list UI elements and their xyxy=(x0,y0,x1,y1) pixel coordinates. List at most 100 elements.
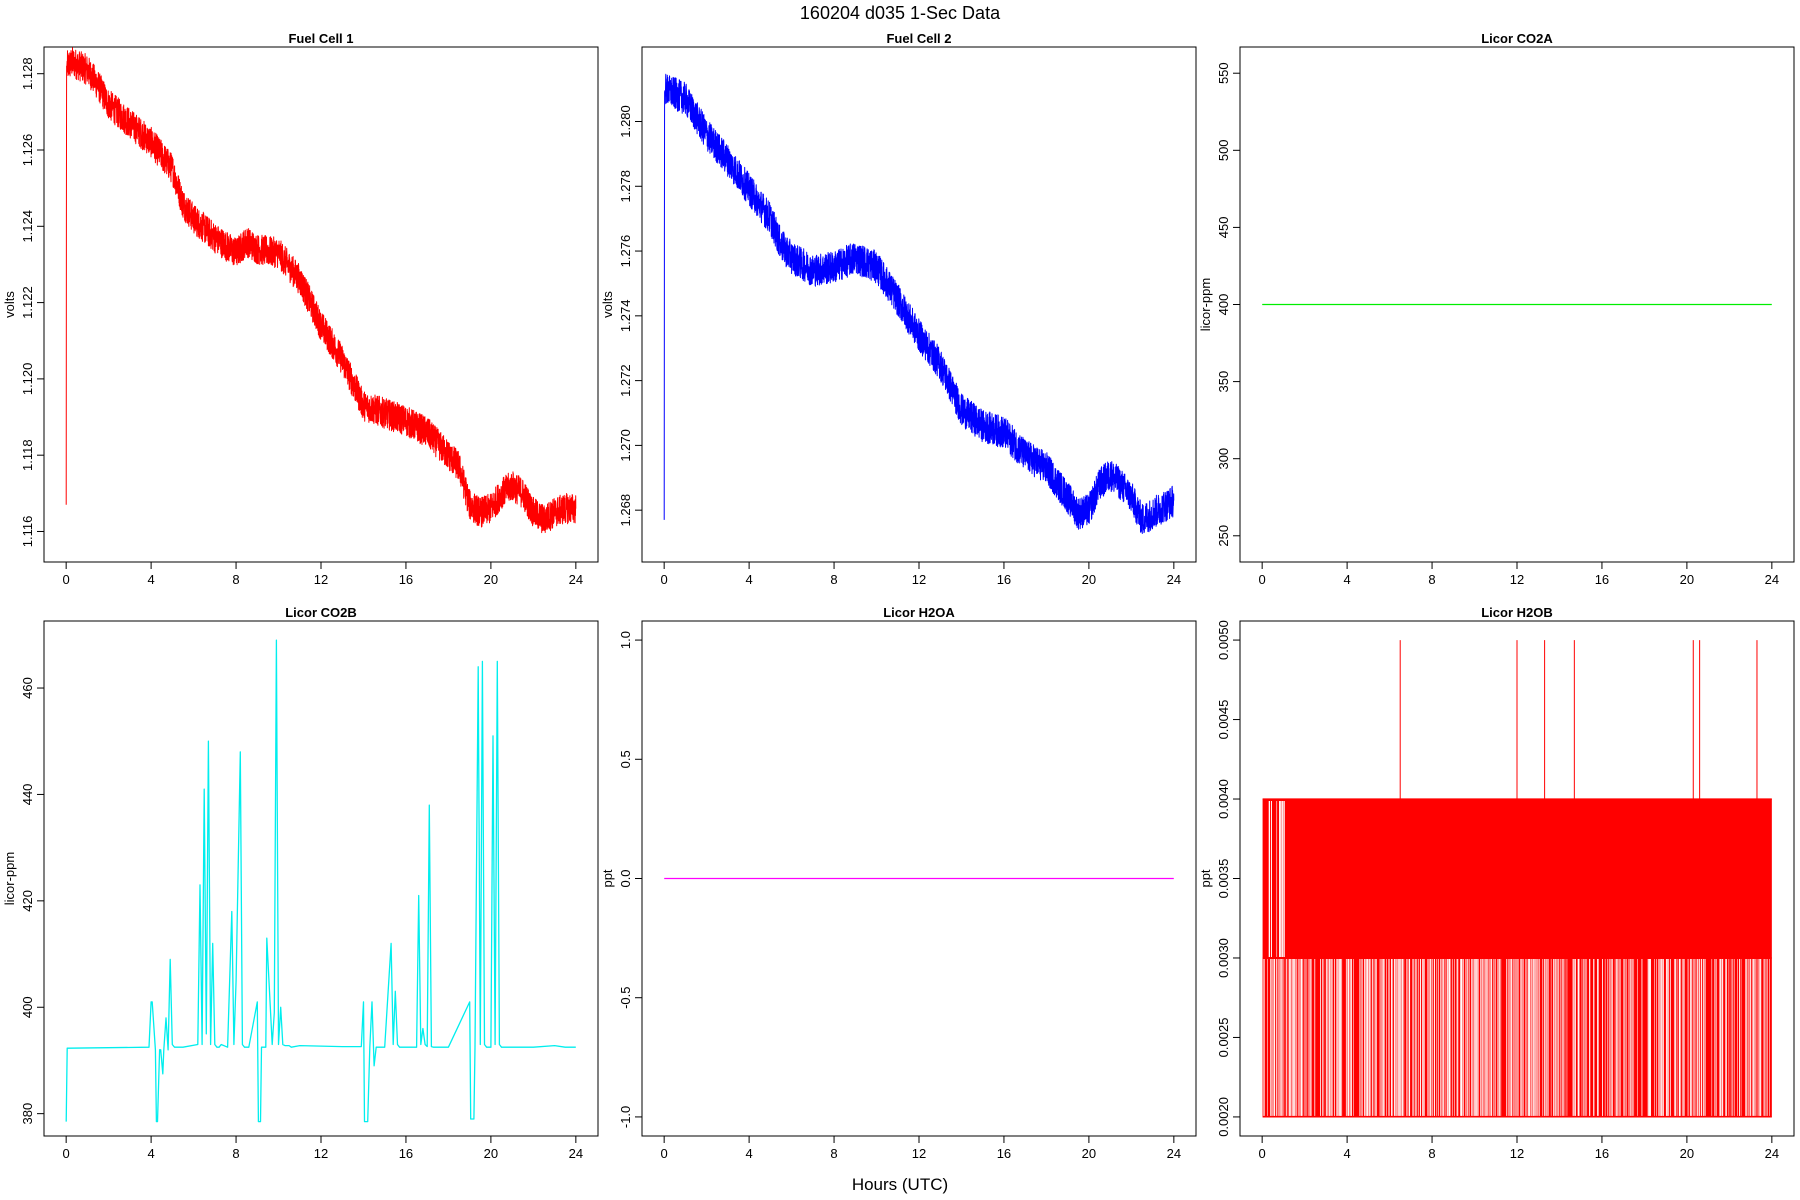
x-tick-label: 16 xyxy=(1595,1146,1609,1161)
x-tick-label: 24 xyxy=(1765,1146,1779,1161)
y-tick-label: 250 xyxy=(1216,525,1231,547)
y-tick-label: 380 xyxy=(20,1103,35,1125)
y-tick-label: 0.0035 xyxy=(1216,859,1231,899)
x-tick-label: 8 xyxy=(830,1146,837,1161)
y-tick-label: 0.0030 xyxy=(1216,938,1231,978)
panel-title: Licor H2OA xyxy=(883,605,955,620)
plot-frame xyxy=(43,620,599,1137)
x-tick-label: 24 xyxy=(569,1146,583,1161)
x-tick-label: 0 xyxy=(1259,1146,1266,1161)
x-tick-label: 16 xyxy=(997,1146,1011,1161)
y-axis-label: ppt xyxy=(1198,869,1213,887)
y-tick-label: 400 xyxy=(20,996,35,1018)
x-tick-label: 0 xyxy=(1259,572,1266,587)
x-tick-label: 8 xyxy=(830,572,837,587)
x-tick-label: 16 xyxy=(399,1146,413,1161)
y-tick-label: 0.0 xyxy=(618,869,633,887)
x-tick-label: 12 xyxy=(314,572,328,587)
y-tick-label: 1.124 xyxy=(20,210,35,243)
panel-licor-co2b: Licor CO2B licor-ppm 0 4 8 12 16 20 24 380 400 420 4… xyxy=(2,605,599,1161)
y-tick-label: 440 xyxy=(20,784,35,806)
y-axis-label: licor-ppm xyxy=(1198,278,1213,331)
x-tick-label: 4 xyxy=(745,572,752,587)
x-tick-label: 16 xyxy=(997,572,1011,587)
x-tick-label: 12 xyxy=(1510,572,1524,587)
y-tick-label: 0.0020 xyxy=(1216,1097,1231,1137)
x-tick-label: 0 xyxy=(63,1146,70,1161)
x-tick-label: 24 xyxy=(1765,572,1779,587)
panel-fuel-cell-1: Fuel Cell 1 volts 0 4 8 12 16 20 24 1.116 1.118 1.1… xyxy=(2,31,599,587)
x-tick-label: 12 xyxy=(912,1146,926,1161)
y-tick-label: 420 xyxy=(20,890,35,912)
x-tick-label: 4 xyxy=(745,1146,752,1161)
x-tick-label: 20 xyxy=(1082,1146,1096,1161)
series-line xyxy=(65,639,576,1123)
panel-title: Licor CO2A xyxy=(1481,31,1553,46)
y-tick-label: -0.5 xyxy=(618,987,633,1009)
y-tick-label: 1.276 xyxy=(618,235,633,268)
x-tick-label: 4 xyxy=(147,572,154,587)
x-tick-label: 0 xyxy=(661,1146,668,1161)
y-tick-label: 450 xyxy=(1216,217,1231,239)
x-tick-label: 0 xyxy=(63,572,70,587)
x-tick-label: 8 xyxy=(232,1146,239,1161)
y-tick-label: 1.272 xyxy=(618,364,633,397)
y-tick-label: 1.116 xyxy=(20,516,35,548)
y-tick-label: 500 xyxy=(1216,139,1231,161)
x-tick-label: 4 xyxy=(1343,1146,1350,1161)
y-tick-label: 0.0045 xyxy=(1216,700,1231,740)
y-tick-label: 1.118 xyxy=(20,439,35,471)
x-tick-label: 8 xyxy=(1428,572,1435,587)
y-tick-label: 1.126 xyxy=(20,134,35,167)
y-tick-label: 550 xyxy=(1216,62,1231,84)
panel-fuel-cell-2: Fuel Cell 2 volts 0 4 8 12 16 20 24 1.268 1.270 1.2… xyxy=(600,31,1197,587)
y-tick-label: 1.268 xyxy=(618,494,633,527)
x-tick-label: 24 xyxy=(1167,572,1181,587)
x-tick-label: 12 xyxy=(1510,1146,1524,1161)
y-tick-label: 0.0025 xyxy=(1216,1018,1231,1058)
y-tick-label: 350 xyxy=(1216,371,1231,393)
x-tick-label: 24 xyxy=(569,572,583,587)
y-tick-label: 1.122 xyxy=(20,286,35,319)
figure-xlabel: Hours (UTC) xyxy=(852,1175,948,1194)
x-tick-label: 12 xyxy=(314,1146,328,1161)
panel-licor-co2a: Licor CO2A licor-ppm 0 4 8 12 16 20 24 250 300 350 4… xyxy=(1198,31,1795,587)
x-tick-label: 0 xyxy=(661,572,668,587)
plot-data-area xyxy=(663,73,1175,534)
y-tick-label: -1.0 xyxy=(618,1106,633,1128)
y-tick-label: 0.0050 xyxy=(1216,620,1231,660)
panel-licor-h2oa: Licor H2OA ppt 0 4 8 12 16 20 24 -1.0 -0.5 0.0 0.5 1.… xyxy=(600,605,1197,1161)
panel-licor-h2ob: Licor H2OB ppt 0 4 8 12 16 20 24 0.0020 0.0025 0.00… xyxy=(1198,605,1795,1161)
series-line xyxy=(663,73,1175,534)
x-tick-label: 20 xyxy=(484,572,498,587)
panel-title: Licor H2OB xyxy=(1481,605,1553,620)
plot-data-area xyxy=(1262,640,1772,1118)
x-tick-label: 16 xyxy=(399,572,413,587)
x-tick-label: 20 xyxy=(484,1146,498,1161)
x-tick-label: 12 xyxy=(912,572,926,587)
y-tick-label: 1.274 xyxy=(618,300,633,333)
y-tick-label: 0.0040 xyxy=(1216,779,1231,819)
y-tick-label: 300 xyxy=(1216,448,1231,470)
y-tick-label: 400 xyxy=(1216,294,1231,316)
panel-title: Fuel Cell 1 xyxy=(288,31,353,46)
y-tick-label: 1.278 xyxy=(618,170,633,203)
x-tick-label: 8 xyxy=(232,572,239,587)
plot-data-area xyxy=(65,639,576,1123)
x-tick-label: 4 xyxy=(147,1146,154,1161)
series-line xyxy=(65,47,577,534)
y-tick-label: 460 xyxy=(20,677,35,699)
x-tick-label: 4 xyxy=(1343,572,1350,587)
x-tick-label: 20 xyxy=(1680,572,1694,587)
y-tick-label: 1.270 xyxy=(618,429,633,462)
y-axis-label: licor-ppm xyxy=(2,852,17,905)
x-tick-label: 8 xyxy=(1428,1146,1435,1161)
y-tick-label: 1.280 xyxy=(618,105,633,138)
plot-data-area xyxy=(65,47,577,534)
y-tick-label: 1.0 xyxy=(618,631,633,649)
figure-title: 160204 d035 1-Sec Data xyxy=(800,3,1001,23)
x-tick-label: 20 xyxy=(1680,1146,1694,1161)
panel-title: Fuel Cell 2 xyxy=(886,31,951,46)
y-tick-label: 0.5 xyxy=(618,750,633,768)
